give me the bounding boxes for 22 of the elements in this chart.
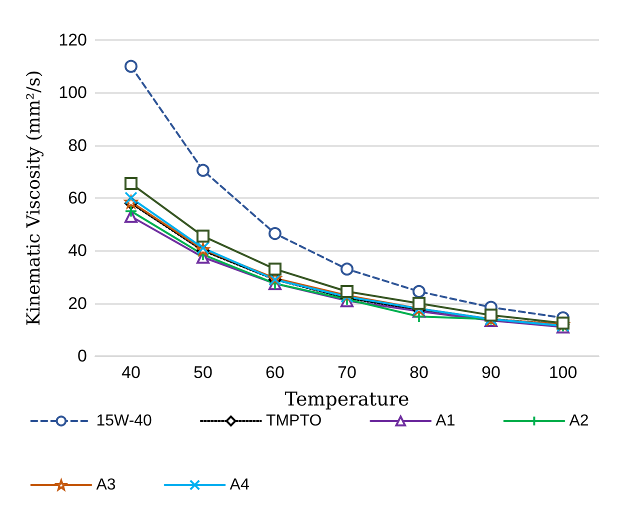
x-axis-title: Temperature — [284, 388, 410, 410]
legend-label: A1 — [436, 412, 456, 430]
x-tick-label: 80 — [410, 363, 428, 382]
y-tick-label: 20 — [68, 294, 87, 313]
y-tick-label: 80 — [68, 136, 87, 155]
y-axis-title: Kinematic Viscosity (mm²/s) — [24, 70, 44, 326]
legend-label: 15W-40 — [96, 412, 152, 430]
legend-label: A4 — [230, 476, 250, 494]
y-tick-label: 120 — [58, 30, 87, 50]
x-tick-label: 100 — [548, 363, 578, 382]
y-tick-label: 60 — [68, 188, 87, 208]
x-tick-label: 90 — [482, 363, 500, 382]
y-tick-label: 0 — [78, 346, 87, 366]
x-tick-label: 70 — [338, 363, 356, 382]
legend-label: A3 — [96, 476, 116, 494]
legend-label: TMPTO — [266, 412, 322, 430]
x-tick-label: 50 — [194, 363, 212, 382]
y-tick-label: 100 — [58, 83, 87, 102]
x-tick-label: 60 — [266, 363, 284, 382]
y-tick-label: 40 — [68, 241, 87, 260]
x-tick-label: 40 — [122, 363, 140, 382]
legend-label: A2 — [569, 412, 589, 430]
